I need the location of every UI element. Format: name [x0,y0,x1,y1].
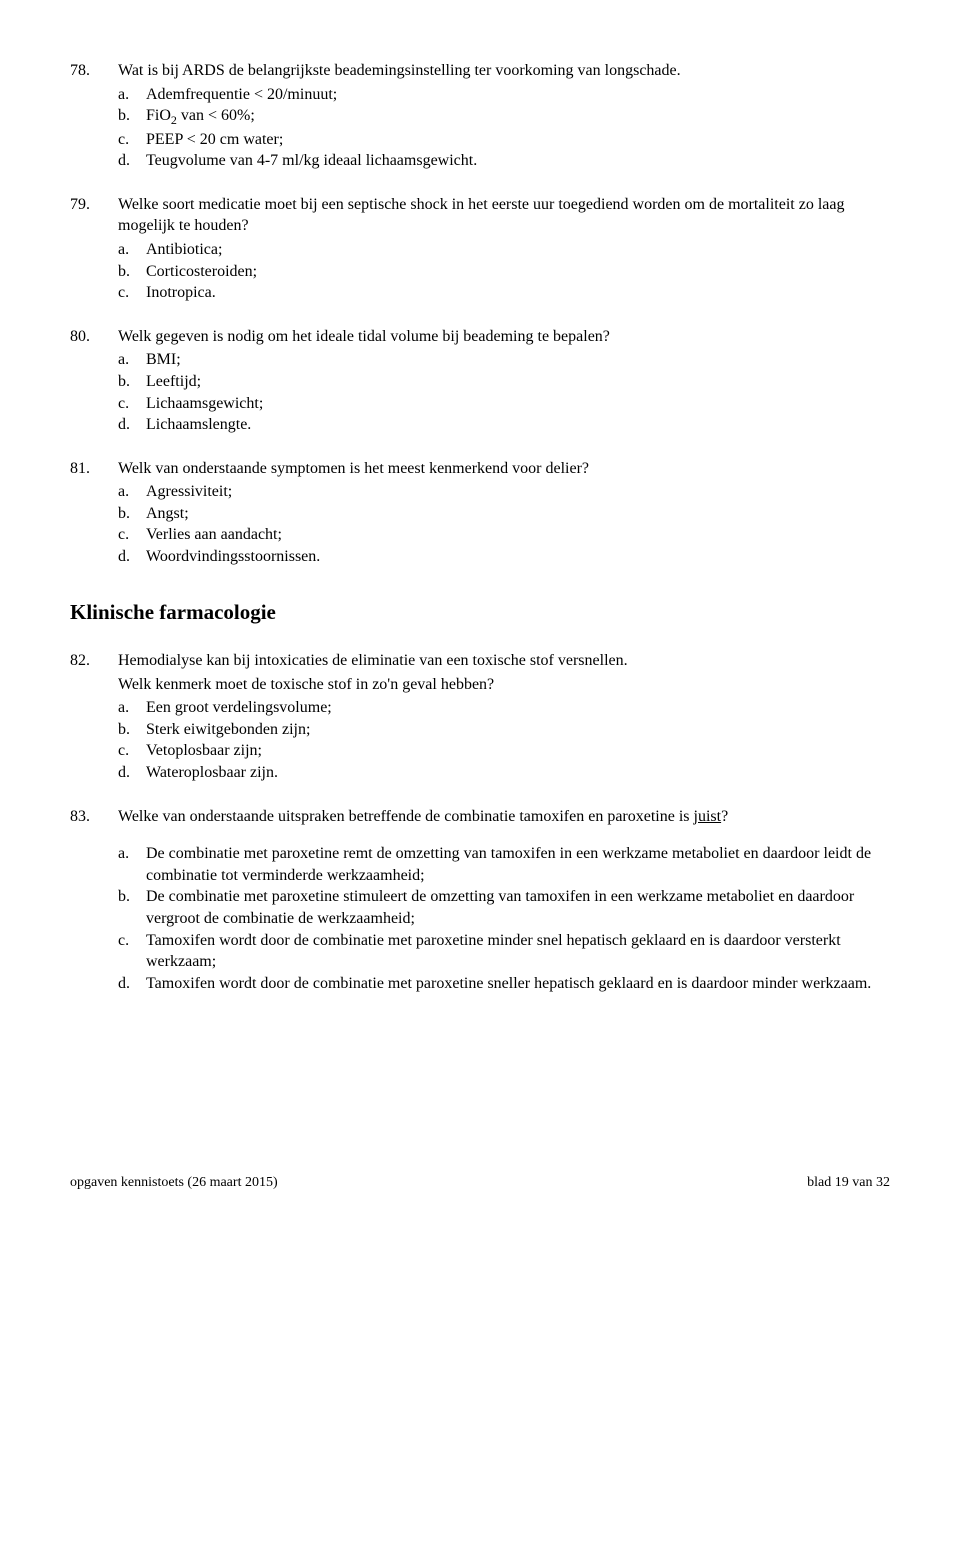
option-row: d.Tamoxifen wordt door de combinatie met… [118,973,890,995]
question-body: Hemodialyse kan bij intoxicaties de elim… [118,650,890,784]
question-number: 79. [70,194,118,304]
question-block: 80.Welk gegeven is nodig om het ideale t… [70,326,890,436]
option-text: FiO2 van < 60%; [146,105,890,128]
option-text: Tamoxifen wordt door de combinatie met p… [146,973,890,995]
option-letter: a. [118,697,146,719]
option-letter: a. [118,481,146,503]
option-text: Een groot verdelingsvolume; [146,697,890,719]
option-text: Tamoxifen wordt door de combinatie met p… [146,930,890,973]
option-row: d.Teugvolume van 4-7 ml/kg ideaal lichaa… [118,150,890,172]
option-letter: b. [118,719,146,741]
question-number: 82. [70,650,118,784]
option-row: c.Lichaamsgewicht; [118,393,890,415]
option-letter: c. [118,129,146,151]
option-text: Agressiviteit; [146,481,890,503]
option-letter: d. [118,546,146,568]
option-letter: a. [118,349,146,371]
question-number: 78. [70,60,118,172]
question-block: 79.Welke soort medicatie moet bij een se… [70,194,890,304]
option-row: b.Angst; [118,503,890,525]
option-row: a.Agressiviteit; [118,481,890,503]
option-letter: d. [118,973,146,995]
option-text: Teugvolume van 4-7 ml/kg ideaal lichaams… [146,150,890,172]
option-text: Sterk eiwitgebonden zijn; [146,719,890,741]
option-letter: a. [118,239,146,261]
question-body: Welke van onderstaande uitspraken betref… [118,806,890,995]
option-text: De combinatie met paroxetine remt de omz… [146,843,890,886]
option-row: a.De combinatie met paroxetine remt de o… [118,843,890,886]
question-stem: Welke soort medicatie moet bij een septi… [118,194,890,237]
option-text: Wateroplosbaar zijn. [146,762,890,784]
option-text: De combinatie met paroxetine stimuleert … [146,886,890,929]
question-number: 81. [70,458,118,568]
question-stem: Welk gegeven is nodig om het ideale tida… [118,326,890,348]
question-stem: Welk van onderstaande symptomen is het m… [118,458,890,480]
option-letter: b. [118,886,146,929]
option-row: c.Verlies aan aandacht; [118,524,890,546]
option-letter: d. [118,150,146,172]
option-letter: b. [118,503,146,525]
option-row: b.De combinatie met paroxetine stimuleer… [118,886,890,929]
option-letter: a. [118,84,146,106]
option-row: b.Leeftijd; [118,371,890,393]
option-text: PEEP < 20 cm water; [146,129,890,151]
question-block: 82.Hemodialyse kan bij intoxicaties de e… [70,650,890,784]
option-letter: c. [118,524,146,546]
question-block: 83.Welke van onderstaande uitspraken bet… [70,806,890,995]
option-letter: b. [118,105,146,128]
question-number: 80. [70,326,118,436]
option-row: d.Wateroplosbaar zijn. [118,762,890,784]
option-text: Corticosteroiden; [146,261,890,283]
question-body: Welk gegeven is nodig om het ideale tida… [118,326,890,436]
option-row: d.Woordvindingsstoornissen. [118,546,890,568]
question-stem: Hemodialyse kan bij intoxicaties de elim… [118,650,890,672]
question-number: 83. [70,806,118,995]
footer-left: opgaven kennistoets (26 maart 2015) [70,1174,278,1193]
option-row: a.Ademfrequentie < 20/minuut; [118,84,890,106]
option-text: Woordvindingsstoornissen. [146,546,890,568]
option-letter: d. [118,762,146,784]
option-letter: c. [118,282,146,304]
option-letter: b. [118,371,146,393]
option-letter: b. [118,261,146,283]
option-row: c.PEEP < 20 cm water; [118,129,890,151]
option-letter: c. [118,740,146,762]
page-footer: opgaven kennistoets (26 maart 2015) blad… [70,1174,890,1193]
option-text: Lichaamslengte. [146,414,890,436]
option-letter: c. [118,393,146,415]
option-row: c.Inotropica. [118,282,890,304]
option-text: Vetoplosbaar zijn; [146,740,890,762]
option-letter: a. [118,843,146,886]
option-text: Antibiotica; [146,239,890,261]
footer-right: blad 19 van 32 [807,1174,890,1193]
option-row: a.Een groot verdelingsvolume; [118,697,890,719]
question-block: 81.Welk van onderstaande symptomen is he… [70,458,890,568]
option-text: Leeftijd; [146,371,890,393]
option-letter: c. [118,930,146,973]
option-text: Inotropica. [146,282,890,304]
question-body: Wat is bij ARDS de belangrijkste beademi… [118,60,890,172]
option-row: c.Tamoxifen wordt door de combinatie met… [118,930,890,973]
option-text: BMI; [146,349,890,371]
question-body: Welke soort medicatie moet bij een septi… [118,194,890,304]
option-row: a.Antibiotica; [118,239,890,261]
option-text: Lichaamsgewicht; [146,393,890,415]
option-letter: d. [118,414,146,436]
option-row: b.Sterk eiwitgebonden zijn; [118,719,890,741]
question-stem: Welke van onderstaande uitspraken betref… [118,806,890,828]
question-stem: Welk kenmerk moet de toxische stof in zo… [118,674,890,696]
section-heading: Klinische farmacologie [70,598,890,626]
option-text: Ademfrequentie < 20/minuut; [146,84,890,106]
question-stem: Wat is bij ARDS de belangrijkste beademi… [118,60,890,82]
question-body: Welk van onderstaande symptomen is het m… [118,458,890,568]
question-block: 78.Wat is bij ARDS de belangrijkste bead… [70,60,890,172]
option-row: b.FiO2 van < 60%; [118,105,890,128]
option-text: Verlies aan aandacht; [146,524,890,546]
option-row: b.Corticosteroiden; [118,261,890,283]
option-row: c.Vetoplosbaar zijn; [118,740,890,762]
option-row: d.Lichaamslengte. [118,414,890,436]
option-text: Angst; [146,503,890,525]
option-row: a.BMI; [118,349,890,371]
